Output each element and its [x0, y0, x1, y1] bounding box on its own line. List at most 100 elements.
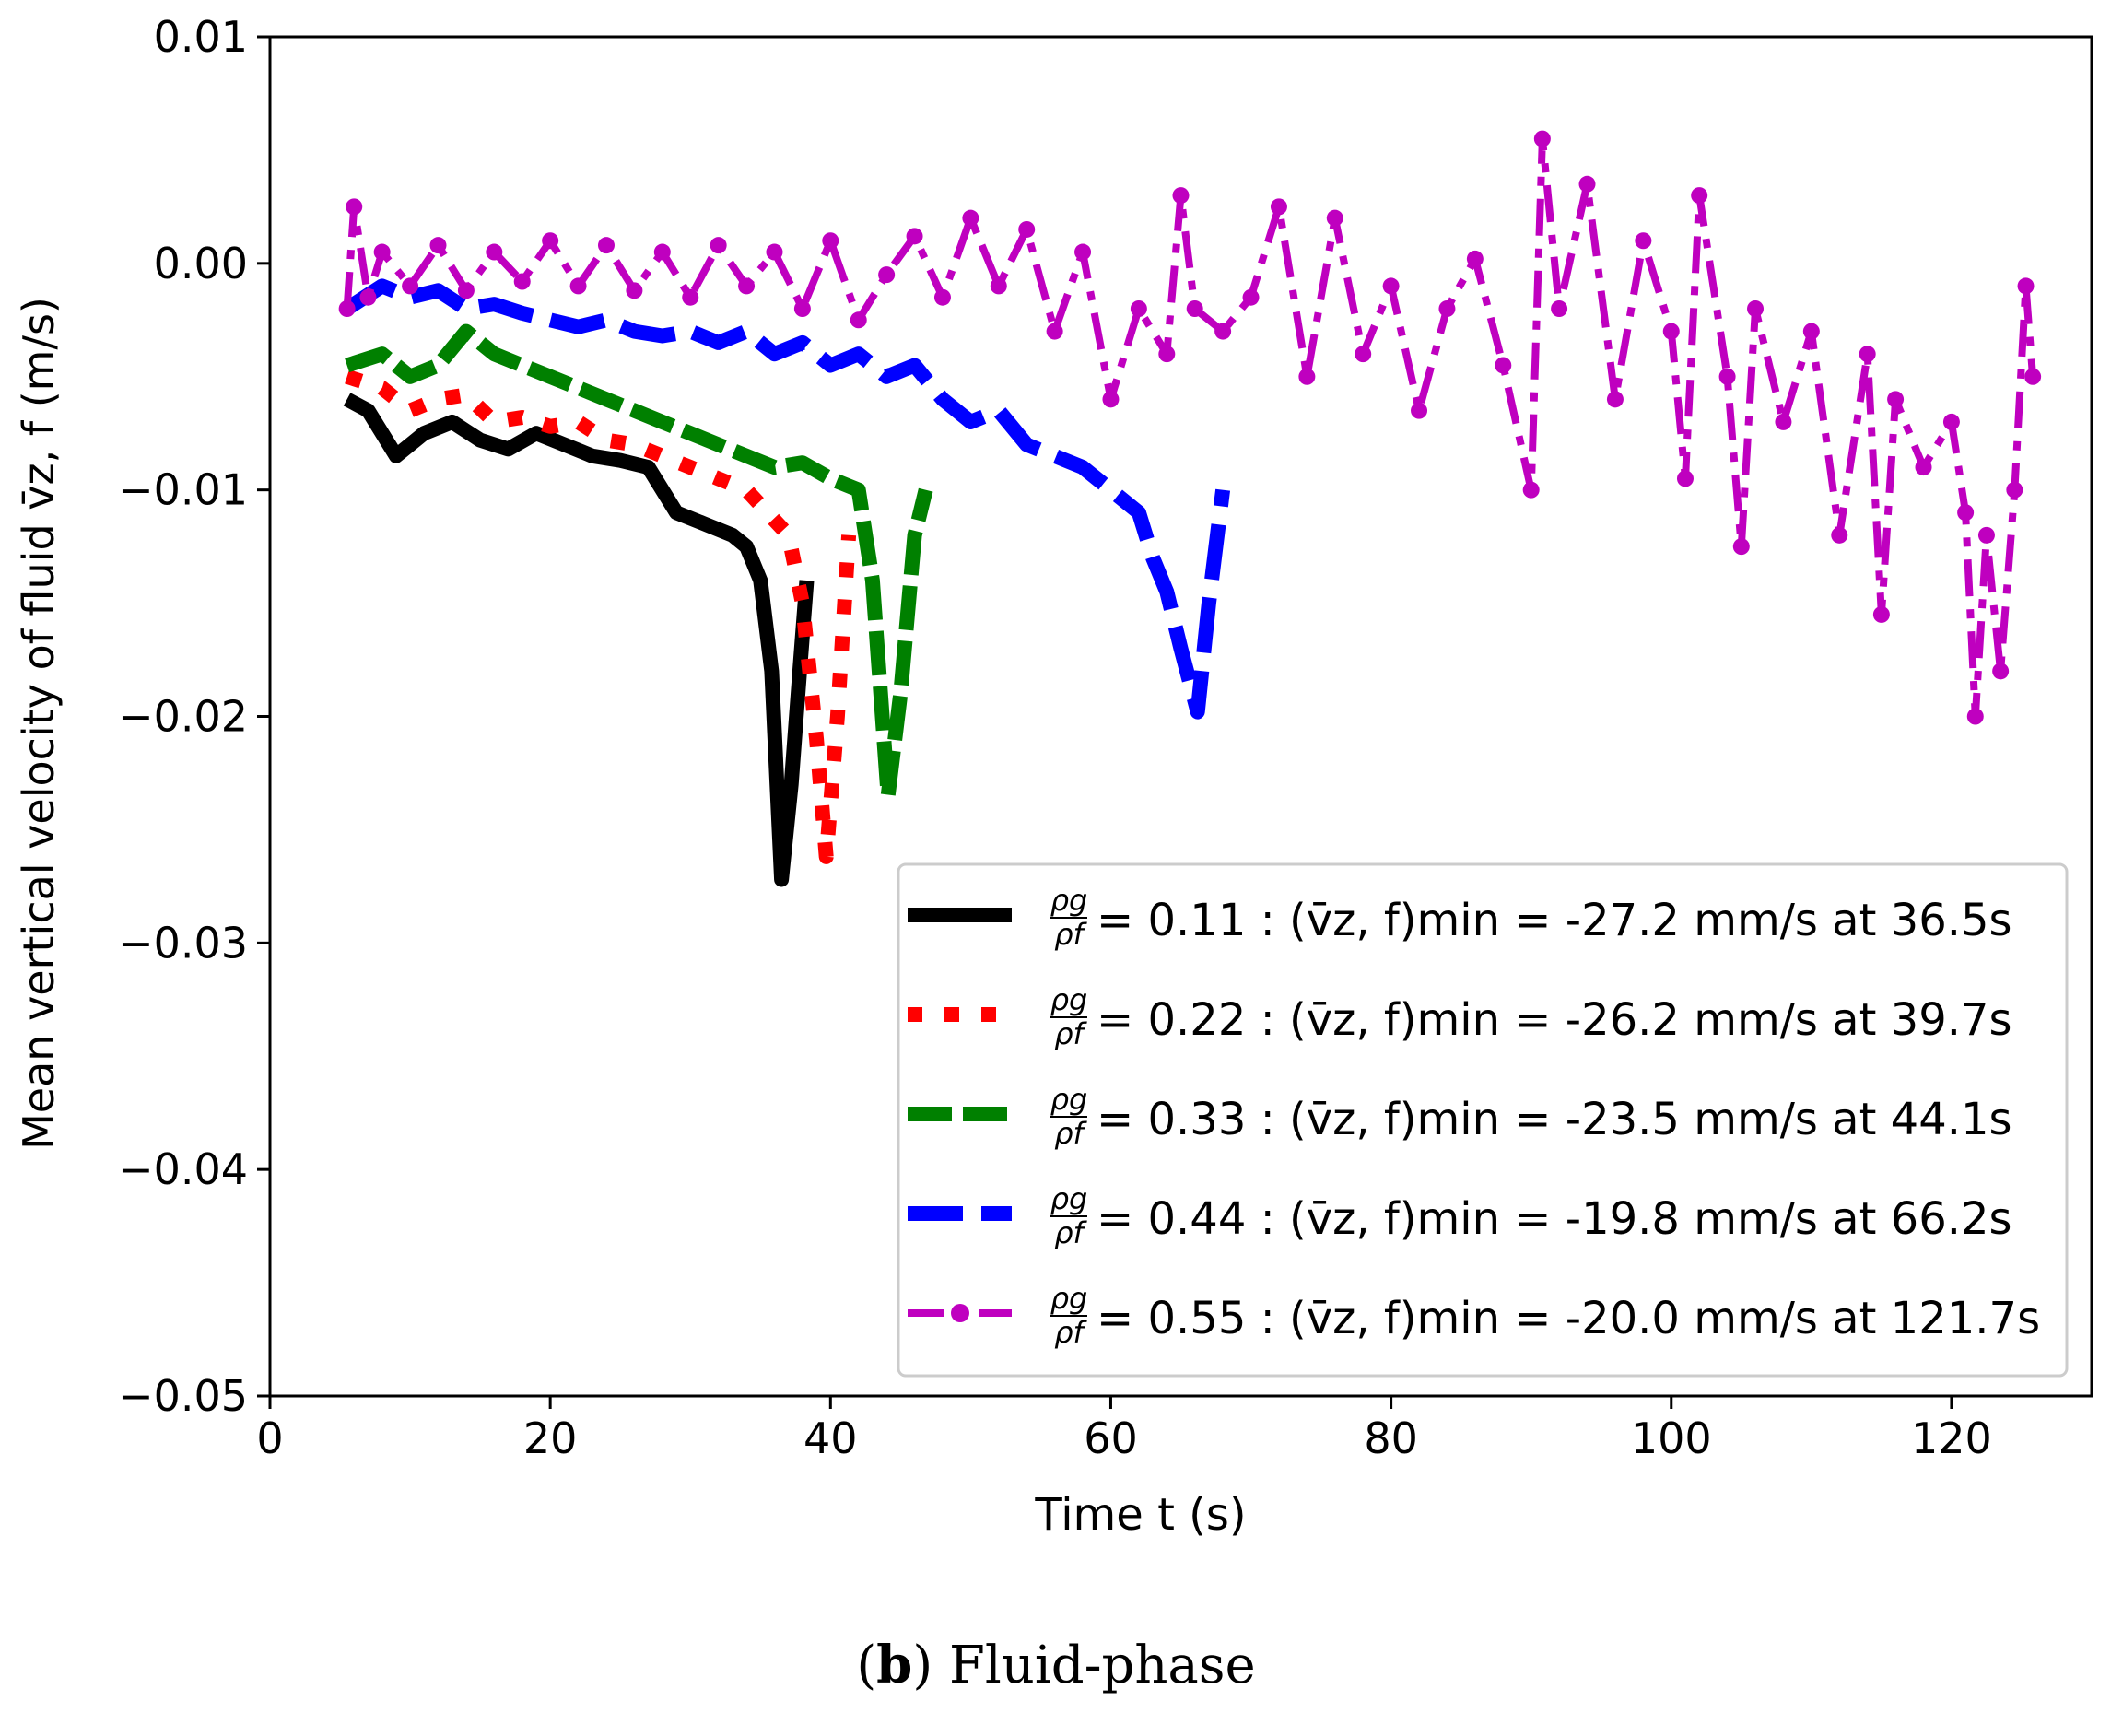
- x-tick-label: 0: [256, 1413, 283, 1463]
- x-tick-label: 20: [523, 1413, 578, 1463]
- y-tick-label: −0.05: [118, 1371, 248, 1421]
- data-point: [1887, 391, 1905, 408]
- data-point: [653, 243, 671, 261]
- data-point: [542, 232, 559, 250]
- data-point: [1606, 391, 1624, 408]
- data-point: [626, 282, 643, 299]
- data-point: [1158, 346, 1176, 363]
- data-point: [1298, 368, 1316, 385]
- data-point: [1438, 300, 1456, 317]
- data-point: [1466, 250, 1484, 267]
- y-tick-label: 0.01: [154, 12, 248, 62]
- data-point: [1214, 323, 1232, 340]
- data-point: [1915, 459, 1932, 476]
- data-point: [486, 243, 503, 261]
- y-tick-label: −0.03: [118, 918, 248, 968]
- legend-marker: [951, 1304, 969, 1322]
- axes: 0 20 40 60 80 100 120 0.01 0.00 −0.01 −0.02 −0.03 −0…: [118, 12, 2093, 1463]
- legend-label: = 0.55 : (v̄z, f)min = -20.0 mm/s at 121…: [1097, 1293, 2040, 1344]
- data-point: [822, 232, 839, 250]
- x-tick-label: 80: [1364, 1413, 1418, 1463]
- data-point: [359, 288, 377, 306]
- data-point: [1495, 357, 1512, 374]
- legend-fraction: ρg: [1050, 982, 1088, 1017]
- plot-lines: [338, 130, 2042, 887]
- data-point: [1732, 538, 1750, 556]
- x-tick-label: 100: [1631, 1413, 1712, 1463]
- data-point: [1872, 605, 1890, 623]
- legend-fraction: ρg: [1050, 1082, 1088, 1117]
- data-point: [1270, 198, 1287, 216]
- data-point: [906, 228, 923, 245]
- data-point: [1551, 300, 1568, 317]
- data-point: [933, 288, 951, 306]
- data-point: [990, 277, 1007, 295]
- data-point: [569, 277, 587, 295]
- data-point: [429, 237, 447, 254]
- legend-fraction-den: ρf: [1054, 1215, 1087, 1250]
- data-point: [1186, 300, 1203, 317]
- data-point: [1942, 413, 1960, 430]
- figure-caption: (b) Fluid-phase: [856, 1635, 1255, 1695]
- legend-fraction-den: ρf: [1054, 917, 1087, 952]
- data-point: [2024, 368, 2042, 385]
- data-point: [1635, 232, 1652, 250]
- data-point: [1691, 187, 1708, 205]
- series-line-0.55: [343, 135, 2037, 721]
- data-point: [513, 273, 531, 290]
- data-point: [1831, 526, 1848, 544]
- data-point: [766, 243, 783, 261]
- data-point: [373, 243, 391, 261]
- y-tick-label: −0.04: [118, 1144, 248, 1194]
- data-point: [457, 282, 475, 299]
- caption-text: Fluid-phase: [949, 1636, 1256, 1695]
- data-point: [1130, 300, 1147, 317]
- data-point: [738, 277, 756, 295]
- y-tick-label: 0.00: [154, 239, 248, 288]
- data-point: [1718, 368, 1736, 385]
- data-point: [1018, 220, 1036, 238]
- legend-fraction-den: ρf: [1054, 1315, 1087, 1350]
- x-axis-label: Time t (s): [1034, 1489, 1246, 1541]
- data-point: [1074, 243, 1092, 261]
- series-line-0.33: [345, 323, 933, 803]
- data-point: [878, 266, 896, 284]
- data-point: [1977, 526, 1995, 544]
- data-point: [1802, 323, 1820, 340]
- legend-label: = 0.11 : (v̄z, f)min = -27.2 mm/s at 36.…: [1097, 895, 2012, 946]
- data-point: [1522, 481, 1540, 499]
- data-point: [1676, 470, 1694, 487]
- y-tick-label: −0.02: [118, 692, 248, 742]
- series-line-0.44: [343, 278, 1231, 720]
- legend-fraction-den: ρf: [1054, 1116, 1087, 1151]
- series-line-0.22: [345, 369, 857, 864]
- y-axis-label: Mean vertical velocity of fluid v̄z, f (…: [14, 297, 64, 1150]
- data-point: [793, 300, 811, 317]
- data-point: [1102, 391, 1120, 408]
- legend-label: = 0.44 : (v̄z, f)min = -19.8 mm/s at 66.…: [1097, 1193, 2012, 1245]
- data-point: [1382, 277, 1400, 295]
- data-point: [2006, 481, 2023, 499]
- data-point: [2017, 277, 2035, 295]
- data-point: [710, 237, 727, 254]
- caption-label: b: [876, 1635, 912, 1695]
- data-point: [1578, 175, 1596, 193]
- data-point: [1172, 187, 1190, 205]
- legend-fraction: ρg: [1050, 1281, 1088, 1316]
- legend-label: = 0.22 : (v̄z, f)min = -26.2 mm/s at 39.…: [1097, 994, 2012, 1046]
- data-point: [1662, 323, 1680, 340]
- x-tick-label: 60: [1084, 1413, 1138, 1463]
- y-tick-label: −0.01: [118, 465, 248, 515]
- legend-label: = 0.33 : (v̄z, f)min = -23.5 mm/s at 44.…: [1097, 1094, 2012, 1145]
- data-point: [1775, 413, 1792, 430]
- x-tick-label: 40: [803, 1413, 858, 1463]
- legend-fraction: ρg: [1050, 1181, 1088, 1216]
- data-point: [1355, 346, 1372, 363]
- data-point: [682, 288, 699, 306]
- data-point: [1411, 402, 1428, 419]
- data-point: [1326, 209, 1343, 227]
- data-point: [597, 237, 615, 254]
- x-tick-label: 120: [1911, 1413, 1992, 1463]
